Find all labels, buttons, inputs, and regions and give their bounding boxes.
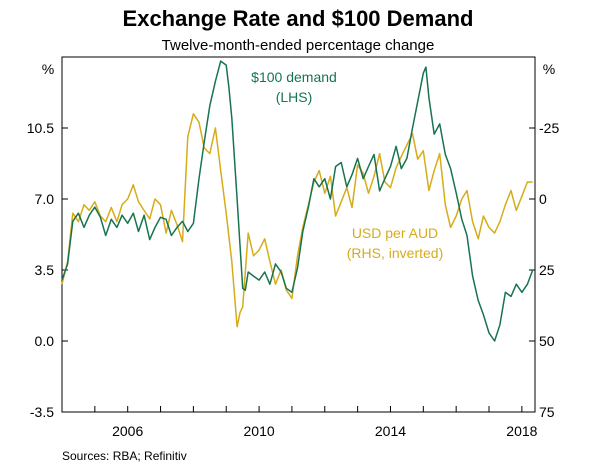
series-line-dollar100-demand bbox=[61, 60, 534, 342]
x-tick-label: 2006 bbox=[112, 423, 143, 439]
x-tick-label: 2014 bbox=[375, 423, 406, 439]
y-right-tick-label: 75 bbox=[539, 404, 555, 420]
y-left-tick-label: 3.5 bbox=[35, 262, 55, 278]
usd-aud-axis-note: (RHS, inverted) bbox=[347, 245, 443, 261]
y-left-tick-label: -3.5 bbox=[30, 404, 54, 420]
plot-frame bbox=[61, 56, 536, 413]
x-tick-label: 2010 bbox=[244, 423, 275, 439]
y-right-tick-label: 50 bbox=[539, 333, 555, 349]
y-left-tick-label: 0.0 bbox=[35, 333, 55, 349]
y-right-tick-label: 25 bbox=[539, 262, 555, 278]
dollar100-label: $100 demand bbox=[251, 69, 337, 85]
left-axis-unit: % bbox=[42, 61, 54, 77]
chart-subtitle: Twelve-month-ended percentage change bbox=[162, 37, 435, 54]
usd-aud-annotation: USD per AUD (RHS, inverted) bbox=[347, 225, 443, 261]
usd-aud-label: USD per AUD bbox=[352, 225, 438, 241]
chart-title: Exchange Rate and $100 Demand bbox=[123, 6, 474, 31]
x-tick-label: 2018 bbox=[506, 423, 537, 439]
y-left-tick-label: 10.5 bbox=[27, 120, 54, 136]
right-axis-unit: % bbox=[543, 61, 555, 77]
y-left-tick-label: 7.0 bbox=[35, 191, 55, 207]
source-note: Sources: RBA; Refinitiv bbox=[62, 449, 187, 463]
dollar100-annotation: $100 demand (LHS) bbox=[251, 69, 337, 105]
y-right-tick-label: 0 bbox=[539, 191, 547, 207]
y-right-tick-label: -25 bbox=[539, 120, 559, 136]
dollar100-axis-note: (LHS) bbox=[276, 89, 313, 105]
